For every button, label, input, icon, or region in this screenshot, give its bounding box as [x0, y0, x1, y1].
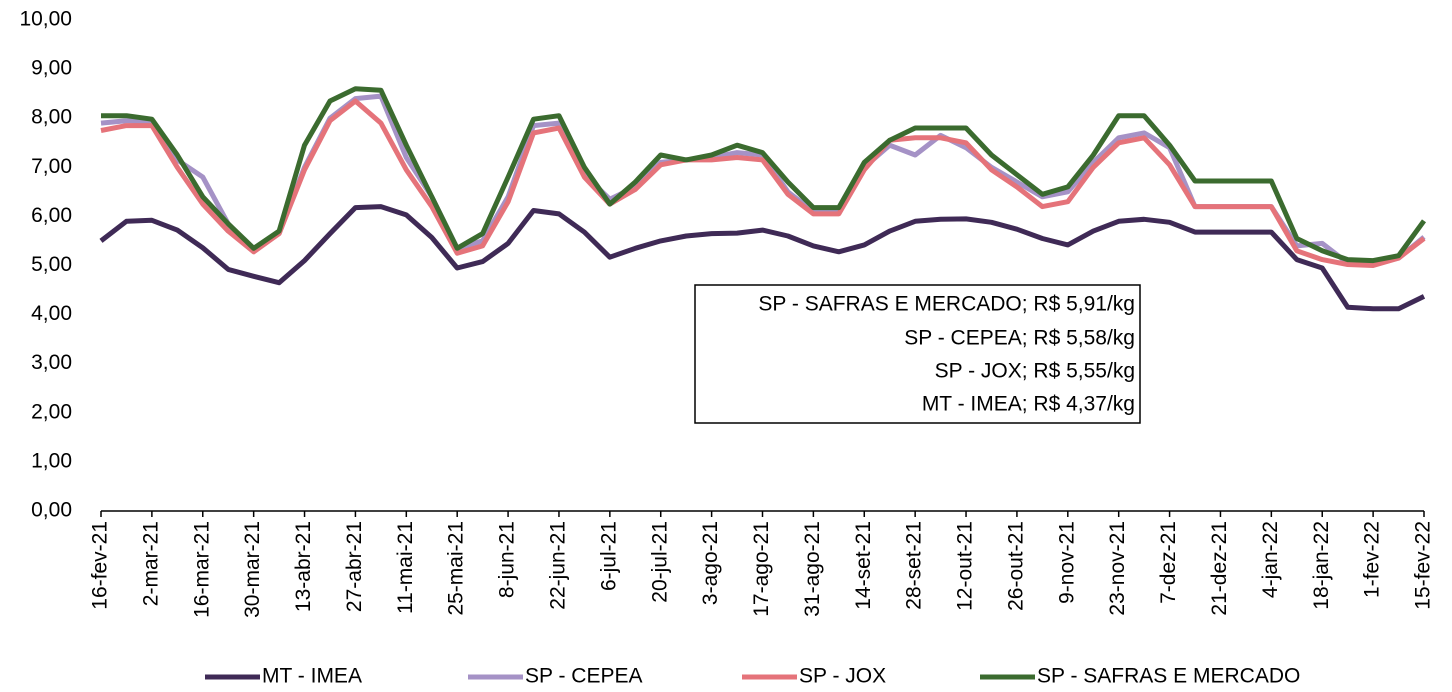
y-tick-label: 8,00: [31, 106, 72, 129]
x-tick-label: 20-jul-21: [648, 521, 671, 603]
y-tick-label: 1,00: [31, 449, 72, 472]
y-tick-label: 4,00: [31, 302, 72, 325]
x-tick-label: 15-fev-22: [1412, 521, 1435, 610]
x-tick-label: 13-abr-21: [292, 521, 315, 612]
annotation: SP - JOX; R$ 5,55/kg: [935, 360, 1135, 383]
annotation: MT - IMEA; R$ 4,37/kg: [922, 393, 1135, 416]
x-tick-label: 2-mar-21: [139, 521, 162, 606]
x-tick-label: 4-jan-22: [1259, 521, 1282, 598]
y-tick-label: 0,00: [31, 499, 72, 522]
x-tick-label: 21-dez-21: [1208, 521, 1231, 616]
x-tick-label: 12-out-21: [954, 521, 977, 611]
x-tick-label: 22-jun-21: [547, 521, 570, 610]
annotation-box: [694, 284, 1141, 424]
x-tick-label: 9-nov-21: [1055, 521, 1078, 604]
x-tick-label: 25-mai-21: [445, 521, 468, 616]
x-tick-label: 18-jan-22: [1310, 521, 1333, 610]
x-tick-label: 17-ago-21: [750, 521, 773, 617]
y-tick-label: 6,00: [31, 204, 72, 227]
x-tick-label: 30-mar-21: [241, 521, 264, 618]
x-tick-label: 27-abr-21: [343, 521, 366, 612]
y-tick-label: 9,00: [31, 57, 72, 80]
annotation: SP - SAFRAS E MERCADO; R$ 5,91/kg: [758, 293, 1135, 316]
x-tick-label: 31-ago-21: [801, 521, 824, 617]
y-tick-label: 7,00: [31, 155, 72, 178]
legend-label: SP - SAFRAS E MERCADO: [1037, 665, 1300, 688]
y-tick-label: 3,00: [31, 351, 72, 374]
y-tick-label: 2,00: [31, 400, 72, 423]
x-tick-label: 11-mai-21: [394, 521, 417, 614]
legend-label: SP - CEPEA: [525, 665, 643, 688]
series-line: [101, 86, 1427, 264]
series-line: [99, 204, 1426, 312]
series-line: [100, 98, 1426, 268]
annotation: SP - CEPEA; R$ 5,58/kg: [904, 327, 1135, 350]
y-tick-label: 10,00: [19, 8, 72, 31]
legend-label: SP - JOX: [799, 665, 886, 688]
x-tick-label: 14-set-21: [852, 521, 875, 610]
x-tick-label: 16-mar-21: [190, 521, 213, 618]
legend-label: MT - IMEA: [262, 665, 362, 688]
x-tick-label: 26-out-21: [1004, 521, 1027, 611]
x-tick-label: 16-fev-21: [89, 521, 112, 610]
x-tick-label: 7-dez-21: [1157, 521, 1180, 604]
x-tick-label: 23-nov-21: [1106, 521, 1129, 616]
x-tick-label: 6-jul-21: [597, 521, 620, 591]
x-tick-label: 1-fev-22: [1361, 521, 1384, 598]
x-tick-label: 28-set-21: [903, 521, 926, 610]
x-tick-label: 8-jun-21: [496, 521, 519, 598]
y-tick-label: 5,00: [31, 253, 72, 276]
x-tick-label: 3-ago-21: [699, 521, 722, 605]
